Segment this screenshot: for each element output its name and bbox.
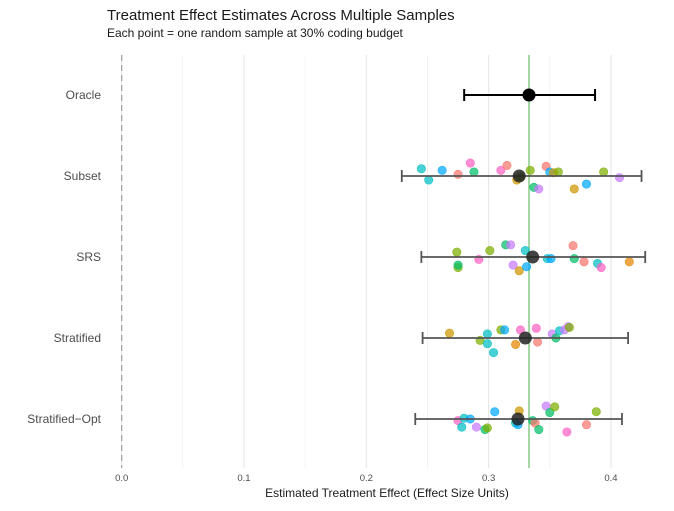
sample-point (506, 240, 516, 250)
sample-point (453, 260, 463, 270)
sample-point (550, 402, 560, 412)
summary-markers (400, 88, 647, 426)
sample-point (525, 165, 535, 175)
sample-point (514, 266, 524, 276)
sample-point (568, 241, 578, 251)
y-tick-label: Subset (64, 169, 102, 183)
x-tick-labels: 0.0 0.1 0.2 0.3 0.4 (115, 473, 617, 484)
y-tick-labels: Oracle Subset SRS Stratified Stratified−Opt (27, 88, 101, 426)
sample-point (452, 247, 462, 257)
y-tick-label: Oracle (66, 88, 102, 102)
sample-point (424, 175, 434, 185)
sample-point (579, 257, 589, 267)
sample-point (581, 179, 591, 189)
chart-subtitle: Each point = one random sample at 30% co… (107, 26, 404, 40)
sample-point (546, 254, 556, 264)
sample-point (465, 158, 475, 168)
mean-marker (518, 331, 532, 345)
sample-point (564, 322, 574, 332)
sample-point (490, 407, 500, 417)
sample-point (553, 167, 563, 177)
sample-point (482, 423, 492, 433)
sample-point (545, 408, 555, 418)
sample-point (569, 184, 579, 194)
sample-point (489, 348, 499, 358)
sample-point (615, 173, 625, 183)
sample-point (437, 165, 447, 175)
y-tick-label: Stratified (54, 331, 101, 345)
mean-marker (511, 412, 525, 426)
sample-point (508, 260, 518, 270)
x-tick-label: 0.1 (237, 473, 250, 484)
x-tick-label: 0.3 (482, 473, 495, 484)
sample-points (416, 158, 634, 437)
sample-point (531, 323, 541, 333)
mean-marker (522, 88, 536, 102)
sample-point (624, 257, 634, 267)
sample-point (591, 407, 601, 417)
sample-point (485, 246, 495, 256)
sample-point (500, 325, 510, 335)
sample-point (482, 339, 492, 349)
sample-point (469, 167, 479, 177)
sample-point (562, 427, 572, 437)
sample-point (444, 328, 454, 338)
mean-marker (512, 169, 526, 183)
sample-point (522, 262, 532, 272)
sample-point (534, 184, 544, 194)
sample-point (581, 420, 591, 430)
sample-point (496, 165, 506, 175)
x-tick-label: 0.0 (115, 473, 128, 484)
sample-point (457, 422, 467, 432)
mean-marker (526, 250, 540, 264)
sample-point (502, 160, 512, 170)
sample-point (596, 263, 606, 273)
chart-title: Treatment Effect Estimates Across Multip… (107, 7, 455, 24)
x-tick-label: 0.4 (604, 473, 617, 484)
x-tick-label: 0.2 (360, 473, 373, 484)
sample-point (533, 337, 543, 347)
sample-point (534, 425, 544, 435)
sample-point (471, 422, 481, 432)
sample-point (520, 246, 530, 256)
sample-point (453, 169, 463, 179)
sample-point (511, 339, 521, 349)
sample-point (416, 164, 426, 174)
y-tick-label: Stratified−Opt (27, 412, 101, 426)
sample-point (569, 254, 579, 264)
x-axis-label: Estimated Treatment Effect (Effect Size … (265, 486, 509, 500)
y-tick-label: SRS (76, 250, 101, 264)
sample-point (482, 329, 492, 339)
sample-point (599, 167, 609, 177)
